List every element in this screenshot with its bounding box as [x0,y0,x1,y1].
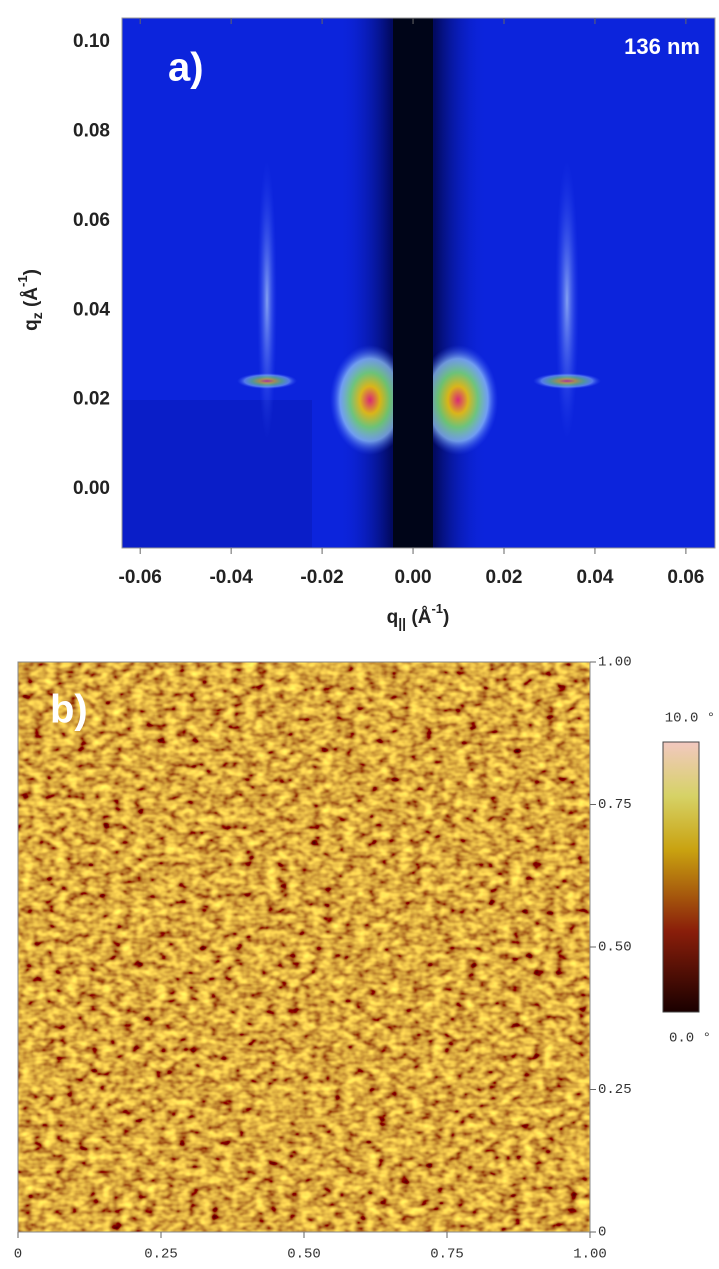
annotation: 136 nm [624,34,700,59]
panel-label: a) [168,46,204,90]
x-tick-label: -0.02 [300,567,343,588]
x-tick-label: -0.04 [209,567,253,588]
y-tick-label: 0.06 [73,210,110,231]
y-tick-label: 0.08 [73,121,110,142]
panel-b: b) 0 0.25 0.50 0.75 1.00 0 0.25 0.50 0.75 1.00 0.0… [14,655,715,1263]
y-tick-label: 0.10 [73,31,110,52]
x-tick-label: 1.00 [573,1247,607,1263]
y-tick-label: 0.04 [73,299,110,320]
heatmap-image [122,18,715,548]
x-tick-label: 0.02 [486,567,523,588]
x-tick-label: 0.25 [144,1247,178,1263]
y-tick-label: 0.02 [73,389,110,410]
y-tick-label: 0.25 [598,1082,632,1098]
y-tick-label: 0.50 [598,940,632,956]
y-tick-label: 1.00 [598,655,632,671]
x-tick-label: 0 [14,1247,22,1263]
y-axis-label: qz (Å-1) [15,269,44,331]
y-tick-label: 0.75 [598,797,632,813]
colorbar-label: 0.0 ° [669,1031,711,1047]
x-tick-label: -0.06 [119,567,162,588]
y-tick-label: 0 [598,1225,606,1241]
panel-label: b) [50,688,88,732]
y-tick-label: 0.00 [73,478,110,499]
x-tick-label: 0.50 [287,1247,321,1263]
colorbar-label: 10.0 ° [665,711,715,727]
x-tick-label: 0.04 [576,567,613,588]
x-tick-label: 0.00 [395,567,432,588]
x-tick-label: 0.75 [430,1247,464,1263]
colorbar [662,741,700,1013]
x-tick-label: 0.06 [667,567,704,588]
plot-frame [121,17,716,549]
panel-a: a) 136 nm q|| (Å-1) qz (Å-1) -0.06 -0.04 -… [15,17,716,631]
x-axis-label: q|| (Å-1) [387,601,450,630]
afm-image [18,662,590,1232]
